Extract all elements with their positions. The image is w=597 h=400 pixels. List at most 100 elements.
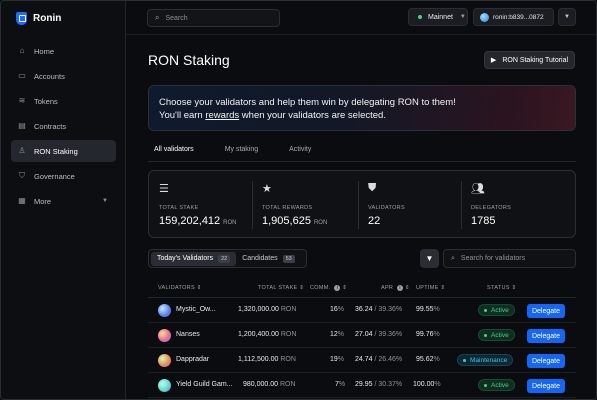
logo[interactable]: Ronin — [16, 12, 61, 25]
search-input[interactable]: ⌕ Search — [147, 9, 280, 27]
stat-unit: RON — [313, 220, 328, 226]
network-status-dot — [418, 15, 422, 19]
sidebar-item-contracts[interactable]: ▤ Contracts — [11, 115, 116, 137]
sidebar-item-more[interactable]: ▦ More ▼ — [11, 190, 116, 212]
tabs-divider — [148, 161, 576, 162]
status-label: Maintenance — [470, 356, 508, 364]
table-row[interactable]: Mystic_Ow... 1,320,000.00 RON 16% 36.24 … — [148, 298, 576, 323]
delegate-button[interactable]: Delegate — [527, 354, 565, 368]
search-icon: ⌕ — [451, 254, 455, 262]
table-row[interactable]: Nanses 1,200,400.00 RON 12% 27.04 / 39.3… — [148, 323, 576, 348]
col-label: UPTIME — [416, 285, 439, 291]
sidebar-item-label: RON Staking — [34, 146, 78, 156]
apr-max: 30.37 — [378, 381, 396, 388]
delegate-button[interactable]: Delegate — [527, 379, 565, 393]
info-icon[interactable]: i — [334, 285, 341, 291]
uptime-value: 99.76 — [416, 331, 434, 338]
percent-sign: % — [337, 356, 345, 363]
validator-name[interactable]: Dappradar — [176, 356, 210, 363]
status-dot — [484, 383, 487, 387]
status-badge: Active — [478, 379, 515, 391]
percent-sign: % — [433, 331, 440, 338]
filter-button[interactable]: ▼ — [420, 249, 439, 268]
sidebar-item-accounts[interactable]: ▭ Accounts — [11, 65, 116, 87]
col-label: TOTAL STAKE — [258, 285, 298, 291]
info-banner: Choose your validators and help them win… — [148, 85, 576, 131]
validator-avatar — [158, 354, 171, 367]
apr: 27.04 / 39.36% — [355, 331, 402, 338]
validator-avatar — [158, 379, 171, 392]
stat-total-rewards: ★ TOTAL REWARDS 1,905,625 RON — [252, 171, 358, 239]
col-label: APR — [381, 285, 394, 291]
filter-icon: ▼ — [425, 254, 434, 263]
sidebar-item-home[interactable]: ⌂ Home — [11, 40, 116, 62]
todays-validators-toggle[interactable]: Today's Validators 22 — [151, 251, 237, 266]
wallet-menu-button[interactable]: ▼ — [558, 8, 576, 26]
toggle-label: Today's Validators — [157, 255, 214, 262]
more-icon: ▦ — [18, 196, 26, 205]
validator-name[interactable]: Nanses — [176, 331, 200, 338]
table-row[interactable]: Dappradar 1,112,500.00 RON 19% 24.74 / 2… — [148, 348, 576, 373]
sidebar-item-governance[interactable]: ⛉ Governance — [11, 165, 116, 187]
status-label: Active — [491, 306, 509, 314]
validator-search-input[interactable]: ⌕ Search for validators — [443, 249, 576, 268]
tutorial-button[interactable]: ▶ RON Staking Tutorial — [484, 51, 575, 69]
stake-value: 1,112,500.00 — [238, 356, 279, 363]
validator-avatar — [158, 329, 171, 342]
table-row[interactable]: Yield Guild Gam... 980,000.00 RON 7% 29.… — [148, 373, 576, 398]
apr-value: 27.04 — [355, 331, 373, 338]
sort-icon: ⇕ — [342, 285, 348, 291]
stat-unit: RON — [223, 220, 237, 226]
col-label: STATUS — [487, 285, 510, 291]
delegate-button[interactable]: Delegate — [527, 329, 565, 343]
tab-activity[interactable]: Activity — [289, 146, 312, 153]
status-label: Active — [491, 381, 509, 389]
apr-separator: / — [374, 381, 377, 388]
sidebar-item-tokens[interactable]: ≋ Tokens — [11, 90, 116, 112]
network-selector[interactable]: Mainnet ▼ — [408, 8, 468, 26]
rewards-link[interactable]: rewards — [205, 110, 240, 121]
total-stake: 1,320,000.00 RON — [238, 306, 296, 313]
contracts-icon: ▤ — [18, 121, 26, 130]
apr: 24.74 / 26.46% — [355, 356, 402, 363]
col-uptime[interactable]: UPTIME ⇕ — [416, 285, 445, 291]
delegate-button[interactable]: Delegate — [527, 304, 565, 318]
sidebar-item-ron-staking[interactable]: ♙ RON Staking — [11, 140, 116, 162]
sort-icon: ⇕ — [440, 285, 446, 291]
header-divider — [126, 34, 596, 35]
accounts-icon: ▭ — [18, 71, 26, 80]
sidebar-nav: ⌂ Home ▭ Accounts ≋ Tokens ▤ Contracts ♙… — [11, 40, 116, 215]
stake-value: 1,200,400.00 — [238, 331, 279, 338]
validator-name[interactable]: Mystic_Ow... — [176, 306, 216, 313]
uptime-value: 99.55 — [416, 306, 434, 313]
percent-sign: % — [337, 306, 345, 313]
sidebar-item-label: Tokens — [34, 96, 58, 106]
tab-my-staking[interactable]: My staking — [224, 146, 259, 153]
validator-name[interactable]: Yield Guild Gam... — [176, 381, 233, 388]
uptime: 99.76% — [416, 331, 440, 338]
status-dot — [484, 308, 487, 312]
home-icon: ⌂ — [19, 46, 25, 55]
col-apr[interactable]: APR i ⇕ — [381, 285, 410, 291]
col-comm[interactable]: COMM. i ⇕ — [310, 285, 347, 291]
stat-label: TOTAL STAKE — [159, 205, 199, 211]
search-placeholder: Search for validators — [460, 255, 526, 262]
col-status[interactable]: STATUS ⇕ — [487, 285, 516, 291]
comm-value: 7 — [335, 381, 339, 388]
candidates-toggle[interactable]: Candidates 53 — [236, 252, 301, 266]
percent-sign: % — [434, 381, 441, 388]
stat-validators: ⛊ VALIDATORS 22 — [358, 171, 461, 239]
apr-value: 36.24 — [355, 306, 373, 313]
governance-icon: ⛉ — [19, 171, 25, 180]
percent-sign: % — [395, 381, 403, 388]
info-icon[interactable]: i — [397, 285, 404, 291]
wallet-address-button[interactable]: ronin:b839...0872 — [473, 8, 554, 26]
apr: 36.24 / 39.36% — [355, 306, 402, 313]
stat-value: 22 — [368, 215, 381, 227]
banner-text: You'll earn — [159, 110, 206, 121]
apr-max: 26.46 — [378, 356, 396, 363]
col-validators[interactable]: VALIDATORS ⇕ — [158, 285, 202, 291]
col-total-stake[interactable]: TOTAL STAKE ⇕ — [258, 285, 304, 291]
tab-all-validators[interactable]: All validators — [148, 145, 200, 162]
apr-value: 24.74 — [355, 356, 373, 363]
